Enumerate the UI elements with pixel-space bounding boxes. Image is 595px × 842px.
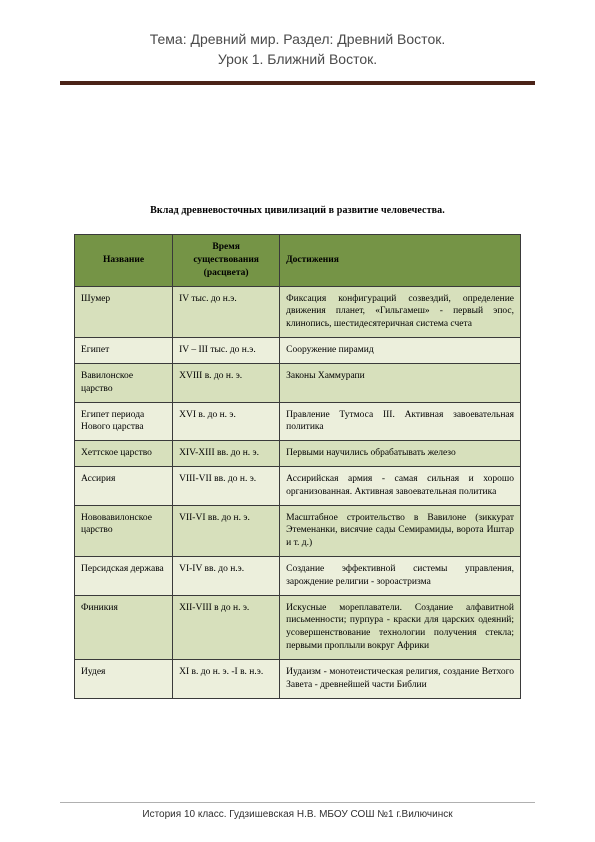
content-area: Вклад древневосточных цивилизаций в разв…: [0, 85, 595, 698]
cell-name: Шумер: [75, 286, 173, 337]
table-row: Хеттское царство XIV-XIII вв. до н. э. П…: [75, 441, 521, 467]
page-header: Тема: Древний мир. Раздел: Древний Восто…: [0, 0, 595, 77]
page-footer: История 10 класс. Гудзишевская Н.В. МБОУ…: [0, 802, 595, 820]
cell-achievements: Иудаизм - монотеистическая религия, созд…: [280, 659, 521, 698]
cell-time: IV тыс. до н.э.: [173, 286, 280, 337]
cell-time: VII-VI вв. до н. э.: [173, 505, 280, 556]
table-caption: Вклад древневосточных цивилизаций в разв…: [74, 205, 521, 216]
cell-achievements: Законы Хаммурапи: [280, 363, 521, 402]
cell-time: XVI в. до н. э.: [173, 402, 280, 441]
cell-achievements: Сооружение пирамид: [280, 338, 521, 364]
cell-achievements: Правление Тутмоса III. Активная завоеват…: [280, 402, 521, 441]
table-row: Персидская держава VI-IV вв. до н.э. Соз…: [75, 557, 521, 596]
cell-name: Иудея: [75, 659, 173, 698]
cell-achievements: Искусные мореплаватели. Создание алфавит…: [280, 595, 521, 659]
page: Тема: Древний мир. Раздел: Древний Восто…: [0, 0, 595, 842]
header-line-1: Тема: Древний мир. Раздел: Древний Восто…: [0, 30, 595, 50]
col-header-time-l2: существования: [193, 255, 259, 265]
cell-name: Хеттское царство: [75, 441, 173, 467]
table-row: Вавилонское царство XVIII в. до н. э. За…: [75, 363, 521, 402]
cell-time: IV – III тыс. до н.э.: [173, 338, 280, 364]
cell-time: XVIII в. до н. э.: [173, 363, 280, 402]
cell-achievements: Фиксация конфигураций созвездий, определ…: [280, 286, 521, 337]
cell-time: VIII-VII вв. до н. э.: [173, 466, 280, 505]
cell-name: Нововавилонское царство: [75, 505, 173, 556]
col-header-time-l1: Время: [212, 242, 239, 252]
table-row: Египет IV – III тыс. до н.э. Сооружение …: [75, 338, 521, 364]
cell-time: XI в. до н. э. -I в. н.э.: [173, 659, 280, 698]
cell-name: Вавилонское царство: [75, 363, 173, 402]
col-header-time-l3: (расцвета): [204, 268, 249, 278]
civilizations-table: Название Время существования (расцвета) …: [74, 234, 521, 698]
col-header-name: Название: [75, 235, 173, 286]
col-header-time: Время существования (расцвета): [173, 235, 280, 286]
table-row: Нововавилонское царство VII-VI вв. до н.…: [75, 505, 521, 556]
cell-name: Персидская держава: [75, 557, 173, 596]
table-row: Египет периода Нового царства XVI в. до …: [75, 402, 521, 441]
header-line-2: Урок 1. Ближний Восток.: [0, 50, 595, 70]
cell-name: Египет периода Нового царства: [75, 402, 173, 441]
cell-time: VI-IV вв. до н.э.: [173, 557, 280, 596]
cell-name: Финикия: [75, 595, 173, 659]
table-row: Иудея XI в. до н. э. -I в. н.э. Иудаизм …: [75, 659, 521, 698]
cell-achievements: Первыми научились обрабатывать железо: [280, 441, 521, 467]
table-row: Финикия XII-VIII в до н. э. Искусные мор…: [75, 595, 521, 659]
cell-achievements: Ассирийская армия - самая сильная и хоро…: [280, 466, 521, 505]
table-row: Ассирия VIII-VII вв. до н. э. Ассирийска…: [75, 466, 521, 505]
table-row: Шумер IV тыс. до н.э. Фиксация конфигура…: [75, 286, 521, 337]
col-header-achievements: Достижения: [280, 235, 521, 286]
cell-name: Ассирия: [75, 466, 173, 505]
cell-time: XII-VIII в до н. э.: [173, 595, 280, 659]
cell-achievements: Масштабное строительство в Вавилоне (зик…: [280, 505, 521, 556]
footer-divider: [60, 802, 535, 803]
footer-text: История 10 класс. Гудзишевская Н.В. МБОУ…: [142, 809, 452, 820]
table-header-row: Название Время существования (расцвета) …: [75, 235, 521, 286]
cell-achievements: Создание эффективной системы управления,…: [280, 557, 521, 596]
cell-time: XIV-XIII вв. до н. э.: [173, 441, 280, 467]
cell-name: Египет: [75, 338, 173, 364]
